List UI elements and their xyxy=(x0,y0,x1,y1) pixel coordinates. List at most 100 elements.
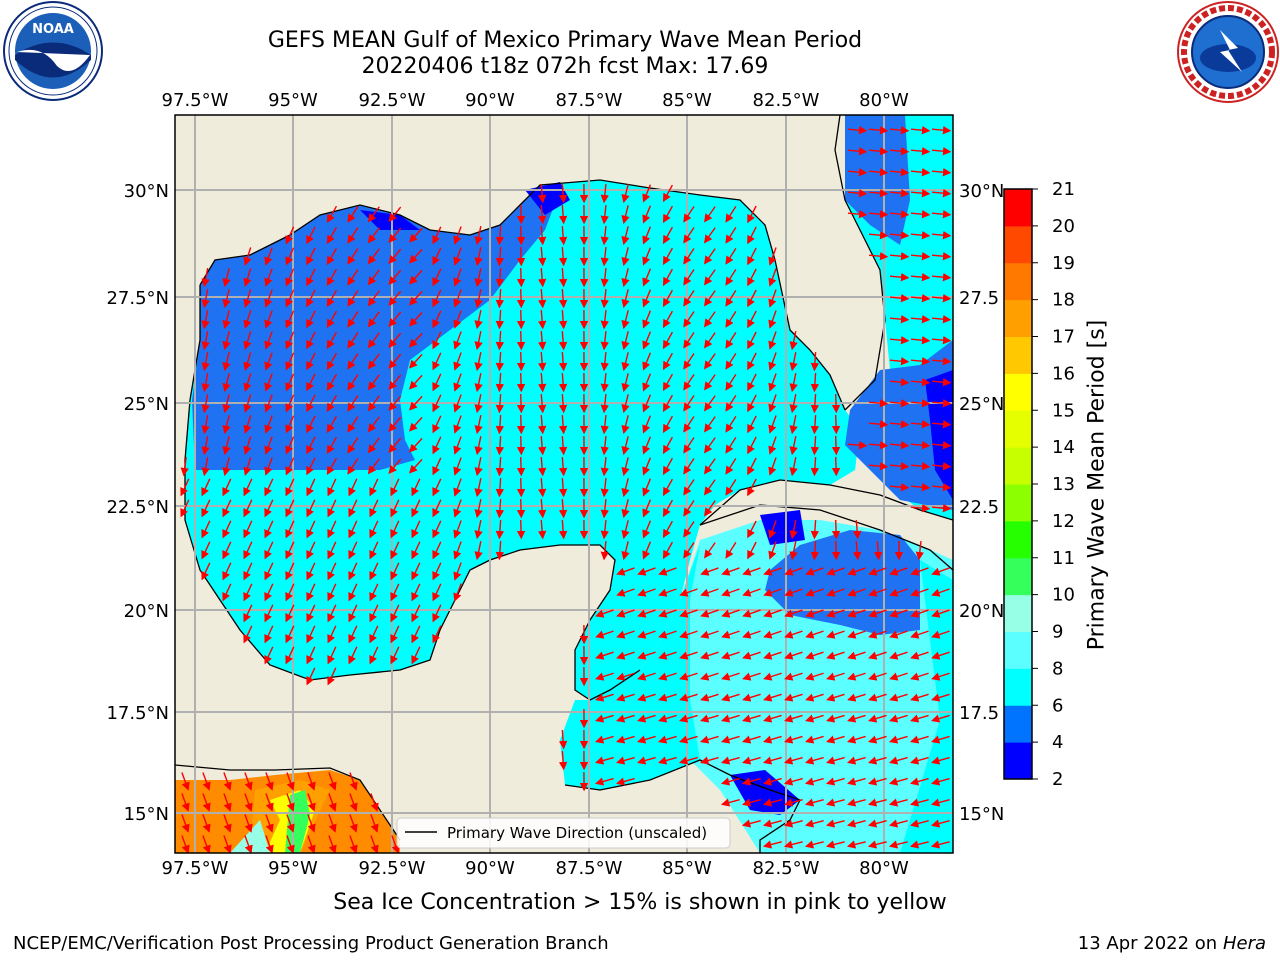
wave-arrow xyxy=(306,394,316,413)
wave-arrow xyxy=(931,735,950,744)
wave-arrow xyxy=(201,331,210,351)
wave-arrow xyxy=(243,247,252,266)
wave-arrow xyxy=(704,353,716,370)
wave-arrow xyxy=(453,520,462,539)
wave-arrow xyxy=(307,793,316,812)
wave-arrow xyxy=(243,604,253,623)
wave-arrow xyxy=(931,167,952,177)
lat-tick-label: 30°N xyxy=(959,181,1004,202)
wave-arrow xyxy=(390,583,400,602)
wave-arrow xyxy=(537,267,547,288)
wave-arrow xyxy=(720,798,740,807)
wave-arrow xyxy=(679,651,698,660)
wave-arrow xyxy=(742,630,761,639)
wave-arrow xyxy=(595,735,614,744)
wave-arrow xyxy=(889,230,910,240)
wave-arrow xyxy=(621,310,630,330)
wave-arrow xyxy=(600,477,609,498)
wave-arrow xyxy=(742,588,761,597)
wave-arrow xyxy=(243,436,252,455)
wave-arrow xyxy=(847,714,866,723)
wave-arrow xyxy=(825,840,845,849)
wave-arrow xyxy=(285,646,295,665)
wave-arrow xyxy=(595,693,614,702)
colorbar-swatch xyxy=(1004,189,1032,227)
colorbar-tick-label: 4 xyxy=(1052,732,1063,753)
wave-arrow xyxy=(810,519,820,540)
wave-arrow xyxy=(679,609,698,618)
wave-arrow xyxy=(747,541,757,560)
wave-arrow xyxy=(408,458,423,474)
wave-arrow xyxy=(888,840,908,849)
wave-arrow xyxy=(369,499,379,518)
wave-arrow xyxy=(411,562,421,581)
wave-arrow xyxy=(721,735,740,744)
wave-arrow xyxy=(868,693,887,702)
wave-arrow xyxy=(742,693,761,702)
wave-arrow xyxy=(783,840,803,849)
wave-arrow xyxy=(747,247,757,266)
wave-arrow xyxy=(367,458,380,475)
wave-arrow xyxy=(683,437,695,454)
wave-arrow xyxy=(474,436,483,456)
wave-arrow xyxy=(700,672,719,681)
wave-arrow xyxy=(662,541,674,560)
wave-arrow xyxy=(621,289,630,309)
wave-arrow xyxy=(474,457,483,477)
wave-arrow xyxy=(910,503,931,513)
wave-arrow xyxy=(369,625,379,644)
wave-arrow xyxy=(721,693,740,702)
wave-arrow xyxy=(763,609,782,618)
wave-arrow xyxy=(264,415,273,434)
wave-arrow xyxy=(243,583,253,602)
wave-arrow xyxy=(264,520,274,539)
wave-arrow xyxy=(306,247,316,266)
wave-arrow xyxy=(910,335,931,345)
wave-arrow xyxy=(868,567,887,576)
colorbar-tick-label: 14 xyxy=(1052,437,1075,458)
wave-arrow xyxy=(868,188,889,198)
wave-arrow xyxy=(285,226,295,245)
wave-arrow xyxy=(721,672,740,681)
wave-arrow xyxy=(763,651,782,660)
wave-arrow xyxy=(326,457,338,476)
wave-arrow xyxy=(327,520,337,539)
wave-arrow xyxy=(763,693,782,702)
wave-arrow xyxy=(805,567,824,576)
wave-arrow xyxy=(621,499,630,519)
wave-arrow xyxy=(432,562,442,581)
colorbar-swatch xyxy=(1004,447,1032,485)
wave-arrow xyxy=(495,351,505,372)
wave-arrow xyxy=(868,398,889,408)
wave-arrow xyxy=(889,440,910,450)
wave-arrow xyxy=(264,310,273,329)
wave-arrow xyxy=(243,457,252,476)
wave-arrow xyxy=(306,268,316,287)
wave-arrow xyxy=(826,651,845,660)
wave-arrow xyxy=(762,777,782,786)
wave-arrow xyxy=(600,204,609,225)
wave-arrow xyxy=(847,440,868,450)
wave-arrow xyxy=(328,835,337,853)
wave-arrow xyxy=(411,541,421,560)
wave-arrow xyxy=(642,184,652,203)
wave-arrow xyxy=(328,772,337,791)
wave-arrow xyxy=(453,310,462,329)
colorbar xyxy=(1004,189,1032,780)
wave-arrow xyxy=(910,588,929,597)
wave-arrow xyxy=(683,542,695,559)
wave-arrow xyxy=(931,251,952,261)
wave-arrow xyxy=(328,793,337,812)
wave-arrow xyxy=(621,541,630,561)
wave-arrow xyxy=(747,457,757,476)
wave-arrow xyxy=(662,352,674,371)
wave-arrow xyxy=(868,146,889,156)
wave-arrow xyxy=(347,395,359,412)
wave-arrow xyxy=(747,205,757,224)
wave-arrow xyxy=(662,436,674,455)
wave-arrow xyxy=(810,393,820,414)
wave-arrow xyxy=(264,394,273,413)
wave-arrow xyxy=(222,562,232,581)
wave-arrow xyxy=(683,521,695,538)
